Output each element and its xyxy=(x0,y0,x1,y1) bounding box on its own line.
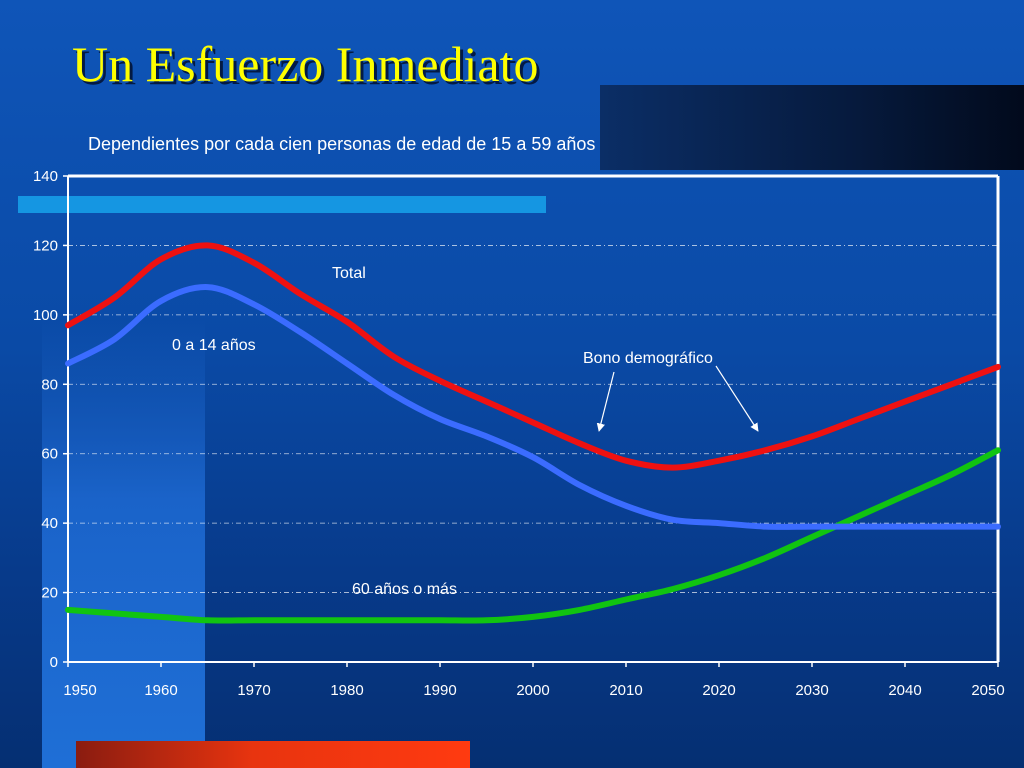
x-tick-label: 1960 xyxy=(144,682,177,699)
y-tick-label: 20 xyxy=(41,585,58,602)
annotation-arrow-left xyxy=(596,371,615,432)
x-tick-label: 2050 xyxy=(971,682,1004,699)
x-tick-label: 1950 xyxy=(63,682,96,699)
series-line-young xyxy=(65,284,1001,530)
decorative-top-right-band xyxy=(600,85,1024,170)
chart-subtitle: Dependientes por cada cien personas de e… xyxy=(88,134,596,154)
series-lines xyxy=(65,242,1001,624)
x-tick-label: 2000 xyxy=(516,682,549,699)
x-tick-label: 2010 xyxy=(609,682,642,699)
series-label-old: 60 años o más xyxy=(352,581,457,598)
slide-title: Un Esfuerzo Inmediato xyxy=(72,36,539,92)
x-tick-label: 2030 xyxy=(795,682,828,699)
y-tick-label: 100 xyxy=(33,307,58,324)
series-label-young: 0 a 14 años xyxy=(172,337,256,354)
labels: Total 0 a 14 años 60 años o más Bono demogr… xyxy=(172,265,759,598)
x-tick-label: 2040 xyxy=(888,682,921,699)
y-tick-label: 140 xyxy=(33,168,58,185)
annotation-arrow-right xyxy=(715,365,759,432)
series-line-total xyxy=(65,242,1001,471)
y-tick-label: 80 xyxy=(41,376,58,393)
x-tick-label: 1990 xyxy=(423,682,456,699)
grid-lines xyxy=(68,245,998,593)
annotation-bono-demografico: Bono demográfico xyxy=(583,350,713,367)
series-line-old xyxy=(65,447,1001,624)
y-tick-label: 40 xyxy=(41,515,58,532)
decorative-left-band xyxy=(42,320,205,768)
series-label-total: Total xyxy=(332,265,366,282)
decorative-cyan-bar xyxy=(18,196,546,213)
x-tick-label: 1980 xyxy=(330,682,363,699)
x-tick-label: 2020 xyxy=(702,682,735,699)
decorative-red-bar xyxy=(76,741,470,768)
y-tick-label: 120 xyxy=(33,237,58,254)
y-tick-label: 0 xyxy=(50,654,58,671)
x-tick-label: 1970 xyxy=(237,682,270,699)
y-tick-label: 60 xyxy=(41,446,58,463)
